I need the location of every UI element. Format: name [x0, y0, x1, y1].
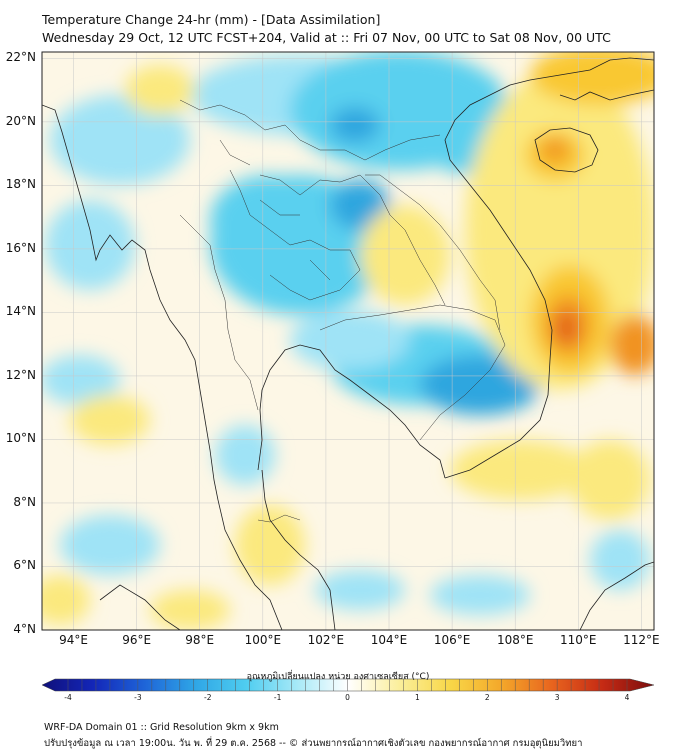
latitude-label: 22°N	[5, 50, 36, 65]
warming-area	[570, 440, 650, 520]
border-thailand-laos	[259, 174, 446, 306]
latitude-label: 14°N	[5, 304, 36, 319]
coastline-vietnam	[444, 57, 654, 479]
colorbar-tick-label: -4	[64, 693, 72, 702]
latitude-label: 12°N	[5, 367, 36, 382]
cooling-area	[45, 200, 135, 290]
warming-area	[556, 314, 576, 342]
coastline-hainan	[534, 127, 599, 173]
coastline-myanmar-bay	[42, 104, 219, 501]
border-cambodia	[319, 304, 506, 441]
cooling-area	[215, 425, 275, 485]
longitude-label: 110°E	[560, 633, 597, 647]
colorbar	[41, 678, 655, 692]
internal-borders	[219, 139, 361, 301]
cooling-area	[210, 175, 330, 265]
cooling-area	[330, 180, 390, 230]
cooling-area	[420, 355, 540, 415]
longitude-label: 98°E	[185, 633, 215, 647]
coastline-malay-east	[261, 469, 336, 630]
coastline-gulf-thailand	[257, 344, 446, 479]
longitude-label: 102°E	[307, 633, 345, 647]
cooling-area	[290, 310, 410, 370]
footer-credit: ปรับปรุงข้อมูล ณ เวลา 19:00น. วัน พ. ที่…	[44, 738, 583, 749]
longitude-label: 106°E	[433, 633, 471, 647]
longitude-label: 108°E	[496, 633, 534, 647]
colorbar-tick-label: -3	[134, 693, 142, 702]
map-title: Temperature Change 24-hr (mm) - [Data As…	[42, 12, 381, 27]
latitude-label: 6°N	[13, 558, 36, 573]
cooling-area	[590, 530, 650, 590]
map-subtitle: Wednesday 29 Oct, 12 UTC FCST+204, Valid…	[42, 30, 611, 45]
warming-area	[150, 590, 230, 630]
cooling-area	[315, 570, 405, 610]
borders	[179, 99, 506, 523]
longitude-label: 104°E	[370, 633, 408, 647]
warming-area	[235, 505, 305, 585]
coastline-sumatra	[99, 584, 181, 630]
warming-area	[610, 315, 654, 375]
colorbar-tick-label: -1	[273, 693, 282, 702]
colorbar-title: อุณหภูมิเปลี่ยนแปลง หน่วย องศาเซลเซียส (…	[246, 672, 430, 682]
footer-model-info: WRF-DA Domain 01 :: Grid Resolution 9km …	[44, 722, 279, 733]
map-border	[41, 51, 655, 631]
cooling-area	[430, 575, 530, 615]
longitude-label: 112°E	[623, 633, 660, 647]
latitude-label: 10°N	[5, 431, 36, 446]
coastline-malay-west	[217, 499, 283, 630]
warming-area	[360, 205, 450, 305]
latitude-label: 8°N	[13, 494, 36, 509]
colorbar-tick-label: 4	[624, 693, 630, 702]
coastline-china-south	[559, 89, 654, 101]
longitude-label: 96°E	[122, 633, 152, 647]
warming-area	[541, 138, 569, 162]
border-malaysia-thailand	[257, 514, 301, 523]
colorbar-tick-label: 3	[554, 693, 560, 702]
cooling-area	[50, 95, 190, 185]
cooling-area	[42, 355, 120, 405]
coastlines	[42, 57, 654, 630]
colorbar-tick-label: -2	[204, 693, 212, 702]
longitude-label: 94°E	[59, 633, 88, 647]
border-laos-vietnam	[365, 174, 501, 331]
longitude-label: 100°E	[244, 633, 282, 647]
border-china	[179, 99, 441, 161]
latitude-label: 16°N	[5, 240, 36, 255]
cooling-area	[330, 107, 380, 143]
warming-area	[70, 395, 150, 445]
colorbar-tick-label: 2	[484, 693, 490, 702]
warming-area	[42, 575, 90, 625]
colorbar-tick-label: 1	[414, 693, 420, 702]
border-myanmar-thailand	[179, 214, 259, 411]
coastline-borneo	[579, 561, 654, 630]
temperature-field	[42, 52, 654, 630]
latitude-label: 20°N	[5, 113, 36, 128]
latitude-label: 4°N	[13, 622, 36, 636]
warming-area	[125, 65, 195, 115]
colorbar-tick-label: 0	[345, 693, 350, 702]
warming-area	[450, 440, 590, 500]
cooling-area	[60, 515, 160, 575]
latitude-label: 18°N	[5, 177, 36, 192]
warming-area	[530, 52, 654, 105]
